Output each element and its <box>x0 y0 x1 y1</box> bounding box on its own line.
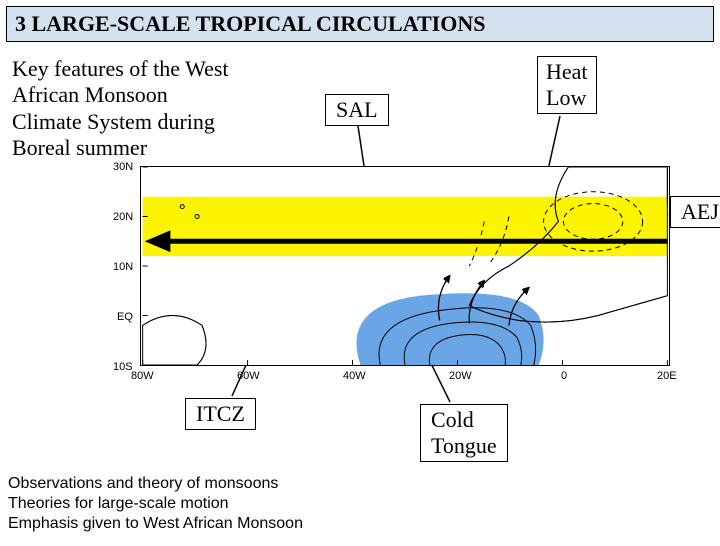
footer-block: Observations and theory of monsoons Theo… <box>8 474 303 534</box>
xtick: 80W <box>131 370 154 382</box>
ytick: 20N <box>113 211 133 223</box>
xtick: 20W <box>449 370 472 382</box>
ytick: 10S <box>113 361 133 373</box>
ytick: EQ <box>117 311 133 323</box>
caption-line: Key features of the West <box>12 56 229 82</box>
ytick: 10N <box>113 261 133 273</box>
coldtongue-label: Cold Tongue <box>420 404 508 462</box>
caption-line: African Monsoon <box>12 82 229 108</box>
caption-block: Key features of the West African Monsoon… <box>12 56 229 162</box>
map-svg <box>141 167 669 365</box>
xtick: 60W <box>237 370 260 382</box>
xtick: 20E <box>657 370 677 382</box>
caption-line: Climate System during <box>12 109 229 135</box>
ytick: 30N <box>113 161 133 173</box>
footer-line: Observations and theory of monsoons <box>8 474 303 494</box>
itcz-label: ITCZ <box>185 398 256 430</box>
aej-label: AEJ <box>670 196 720 228</box>
section-title: 3 LARGE-SCALE TROPICAL CIRCULATIONS <box>6 6 714 42</box>
heatlow-line: Low <box>546 85 588 111</box>
monsoon-map: 30N 20N 10N EQ 10S 80W 60W 40W 20W 0 20E <box>140 166 670 366</box>
heatlow-line: Heat <box>546 59 588 85</box>
footer-line: Emphasis given to West African Monsoon <box>8 514 303 534</box>
caption-line: Boreal summer <box>12 135 229 161</box>
heatlow-label: Heat Low <box>537 56 597 114</box>
xtick: 40W <box>343 370 366 382</box>
coldtongue-line: Tongue <box>431 433 497 459</box>
coldtongue-line: Cold <box>431 407 497 433</box>
footer-line: Theories for large-scale motion <box>8 494 303 514</box>
xtick: 0 <box>561 370 567 382</box>
sal-label: SAL <box>325 94 389 126</box>
